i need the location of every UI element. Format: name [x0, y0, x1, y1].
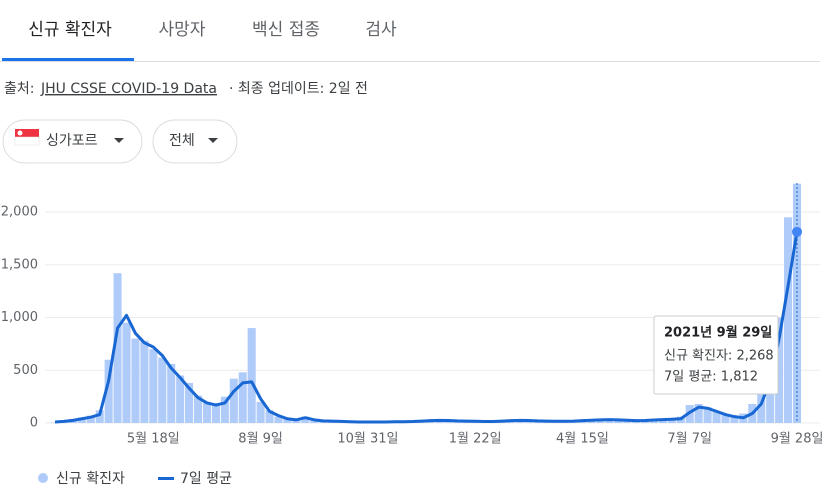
tab-indicator [2, 58, 134, 61]
tooltip-line: 7일 평균: 1,812 [664, 370, 758, 385]
bar [274, 416, 283, 423]
bar [104, 359, 113, 423]
bar [265, 410, 274, 423]
bar [220, 396, 229, 423]
bar [301, 416, 310, 423]
bar [757, 391, 766, 423]
legend-swatch [38, 473, 48, 483]
dropdown-label: 싱가포르 [46, 133, 98, 149]
range-dropdown[interactable] [152, 119, 238, 164]
bar [712, 411, 721, 423]
x-tick-label: 5월 18일 [127, 432, 180, 447]
bar [122, 322, 131, 423]
tab[interactable]: 검사 [365, 20, 397, 40]
bar [131, 338, 140, 423]
hover-point [792, 226, 802, 237]
bar [667, 418, 676, 423]
bar [292, 419, 301, 423]
dropdown-arrow [208, 138, 218, 143]
bar [614, 419, 623, 423]
bar [703, 407, 712, 423]
bar [784, 217, 793, 423]
flag [17, 130, 23, 136]
bar [202, 401, 211, 423]
bar [283, 418, 292, 423]
bar [694, 404, 703, 423]
y-tick-label: 0 [30, 416, 38, 431]
legend-label: 7일 평균 [180, 471, 232, 487]
tab[interactable]: 신규 확진자 [28, 20, 112, 40]
source-prefix: 출처: [4, 81, 34, 97]
tooltip-title: 2021년 9월 29일 [664, 325, 772, 341]
y-tick-label: 2,000 [1, 205, 38, 220]
legend-label: 신규 확진자 [56, 471, 125, 487]
x-tick-label: 8월 9일 [238, 432, 283, 447]
y-tick-label: 1,500 [1, 257, 38, 272]
bar [229, 378, 238, 423]
y-tick-label: 1,000 [1, 310, 38, 325]
dropdown-label: 전체 [169, 133, 195, 149]
bar [775, 317, 784, 423]
bar [113, 273, 122, 423]
source-suffix: · 최종 업데이트: 2일 전 [229, 81, 368, 97]
tooltip-box [653, 315, 779, 395]
bar [176, 375, 185, 423]
bar [247, 328, 256, 423]
bar [238, 372, 247, 423]
bar [140, 340, 149, 423]
bar [194, 395, 203, 423]
bar [167, 363, 176, 423]
x-tick-label: 7월 7일 [667, 432, 712, 447]
bar [658, 419, 667, 423]
bar [86, 415, 95, 423]
y-tick-label: 500 [13, 363, 38, 378]
bar [149, 349, 158, 423]
tab[interactable]: 백신 접종 [252, 20, 320, 40]
dropdown-arrow [114, 138, 124, 143]
flag [15, 129, 39, 137]
bar [730, 415, 739, 423]
line [54, 231, 799, 424]
tooltip-line: 신규 확진자: 2,268 [664, 349, 774, 364]
x-tick-label: 10월 31일 [337, 432, 398, 447]
bar [158, 357, 167, 423]
bar [721, 414, 730, 423]
bar [185, 382, 194, 423]
bar [77, 417, 86, 423]
tab-divider [0, 61, 820, 62]
x-tick-label: 1월 22일 [449, 432, 502, 447]
flag [14, 136, 40, 146]
bar [256, 401, 265, 423]
bar [605, 419, 614, 423]
source-link[interactable]: JHU CSSE COVID-19 Data [40, 81, 217, 97]
bar [211, 402, 220, 423]
bar [95, 410, 104, 423]
x-tick-label: 9월 28일 [771, 432, 824, 447]
tab[interactable]: 사망자 [159, 20, 206, 40]
bar [50, 422, 60, 423]
x-tick-label: 4월 15일 [556, 432, 609, 447]
legend-swatch [158, 477, 174, 480]
plot: 0 500 1,000 1,500 2,000 5월 18일 8월 9일 10월 31일 1월 … [1, 183, 824, 447]
